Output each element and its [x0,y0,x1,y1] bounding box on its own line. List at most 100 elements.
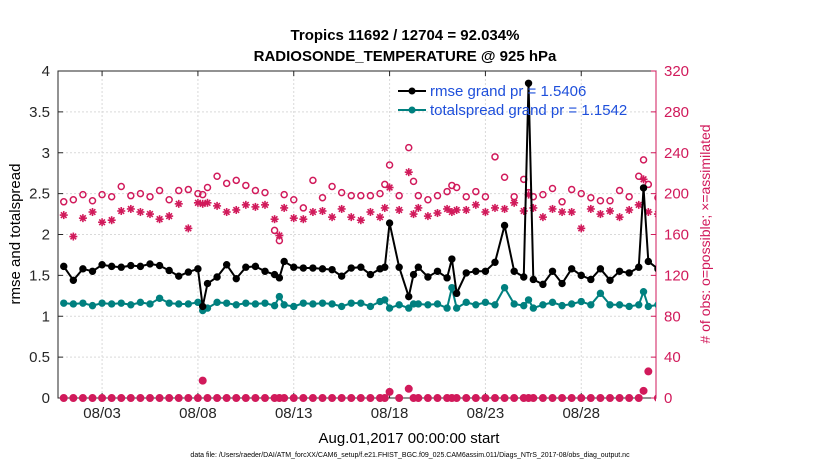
rmse-point [567,265,576,273]
rmse-point [472,267,480,275]
spread-point [328,300,336,308]
spread-point [481,298,490,307]
obs-possible-marker [69,196,78,204]
obs-possible-marker [184,185,193,194]
obs-low-marker [548,394,557,402]
obs-assimilated-marker [558,208,567,217]
obs-possible-marker [117,182,125,191]
rmse-point [136,262,145,271]
spread-point [337,302,346,311]
obs-assimilated-marker [328,213,337,222]
spread-point [654,301,656,308]
obs-assimilated-marker [222,208,231,217]
obs-assimilated-marker [414,203,423,212]
obs-low-marker [117,394,126,402]
obs-low-marker [222,394,231,402]
obs-possible-marker [337,188,346,197]
obs-possible-marker [318,193,327,202]
obs-possible-marker [587,193,595,202]
spread-point [424,301,432,309]
obs-low-marker [639,386,648,395]
rmse-point [328,265,336,274]
obs-possible-marker [462,192,470,201]
y-tick-label-right: 160 [664,227,689,244]
spread-point [242,299,250,307]
obs-assimilated-marker [203,198,212,207]
rmse-point [60,262,68,271]
rmse-point [280,257,288,266]
rmse-point [222,261,231,269]
obs-possible-marker [639,156,648,164]
obs-possible-marker [452,183,461,192]
rmse-point [98,261,106,269]
obs-assimilated-marker [404,168,413,177]
obs-assimilated-marker [69,232,78,241]
rmse-point [357,263,365,271]
obs-assimilated-marker [280,203,289,212]
obs-assimilated-marker [634,200,643,209]
chart-title-line2: RADIOSONDE_TEMPERATURE @ 925 hPa [254,48,557,65]
rmse-point [606,276,614,284]
obs-assimilated-marker [117,206,126,215]
spread-point [107,300,116,308]
obs-possible-marker [472,187,480,196]
rmse-point [654,265,656,272]
obs-low-marker [510,394,519,402]
obs-low-marker [107,394,116,402]
obs-assimilated-marker [653,210,656,218]
obs-assimilated-marker [347,213,356,222]
x-tick-label: 08/13 [275,405,313,422]
rmse-point [481,267,490,275]
legend-label: rmse grand pr = 1.5406 [430,83,586,100]
obs-possible-marker [558,198,566,206]
rmse-point [261,267,269,275]
spread-point [448,283,456,292]
spread-point [414,300,423,308]
obs-low-marker [414,394,423,402]
y-tick-label-right: 0 [664,390,672,407]
y-tick-label-right: 120 [664,267,689,284]
spread-point [558,301,566,310]
rmse-point [529,275,538,284]
spread-point [500,283,509,292]
obs-low-marker [481,394,490,402]
spread-point [299,299,308,307]
spread-point [98,299,106,307]
obs-low-marker [318,394,327,402]
obs-assimilated-marker [376,213,384,222]
obs-assimilated-marker [98,218,107,227]
rmse-point [290,263,298,271]
obs-possible-marker [357,191,365,200]
obs-possible-marker [395,191,403,200]
obs-possible-marker [491,153,499,161]
spread-point [175,300,183,308]
obs-possible-marker [175,186,183,195]
obs-assimilated-marker [586,204,595,213]
obs-low-marker [203,394,212,402]
rmse-point [635,263,643,271]
obs-assimilated-marker [59,211,68,220]
obs-low-marker [165,394,174,402]
obs-low-marker [69,394,78,402]
obs-possible-marker [539,190,547,199]
rmse-point [520,273,528,281]
rmse-point [213,273,221,281]
obs-low-marker [653,394,656,402]
obs-low-marker [98,394,107,402]
obs-low-marker [606,394,614,402]
obs-low-marker [615,394,624,402]
rmse-point [127,261,135,270]
obs-assimilated-marker [126,204,135,213]
obs-assimilated-marker [625,205,634,214]
spread-point [587,301,595,309]
obs-possible-marker [146,192,154,201]
spread-point [88,301,97,310]
obs-assimilated-marker [380,203,389,212]
obs-possible-marker [443,187,451,196]
rmse-point [596,265,605,273]
obs-possible-marker [548,184,557,193]
obs-low-marker [213,394,222,402]
y-tick-label-left: 2.5 [29,186,50,203]
rmse-point [424,273,432,281]
obs-possible-marker [510,192,518,201]
